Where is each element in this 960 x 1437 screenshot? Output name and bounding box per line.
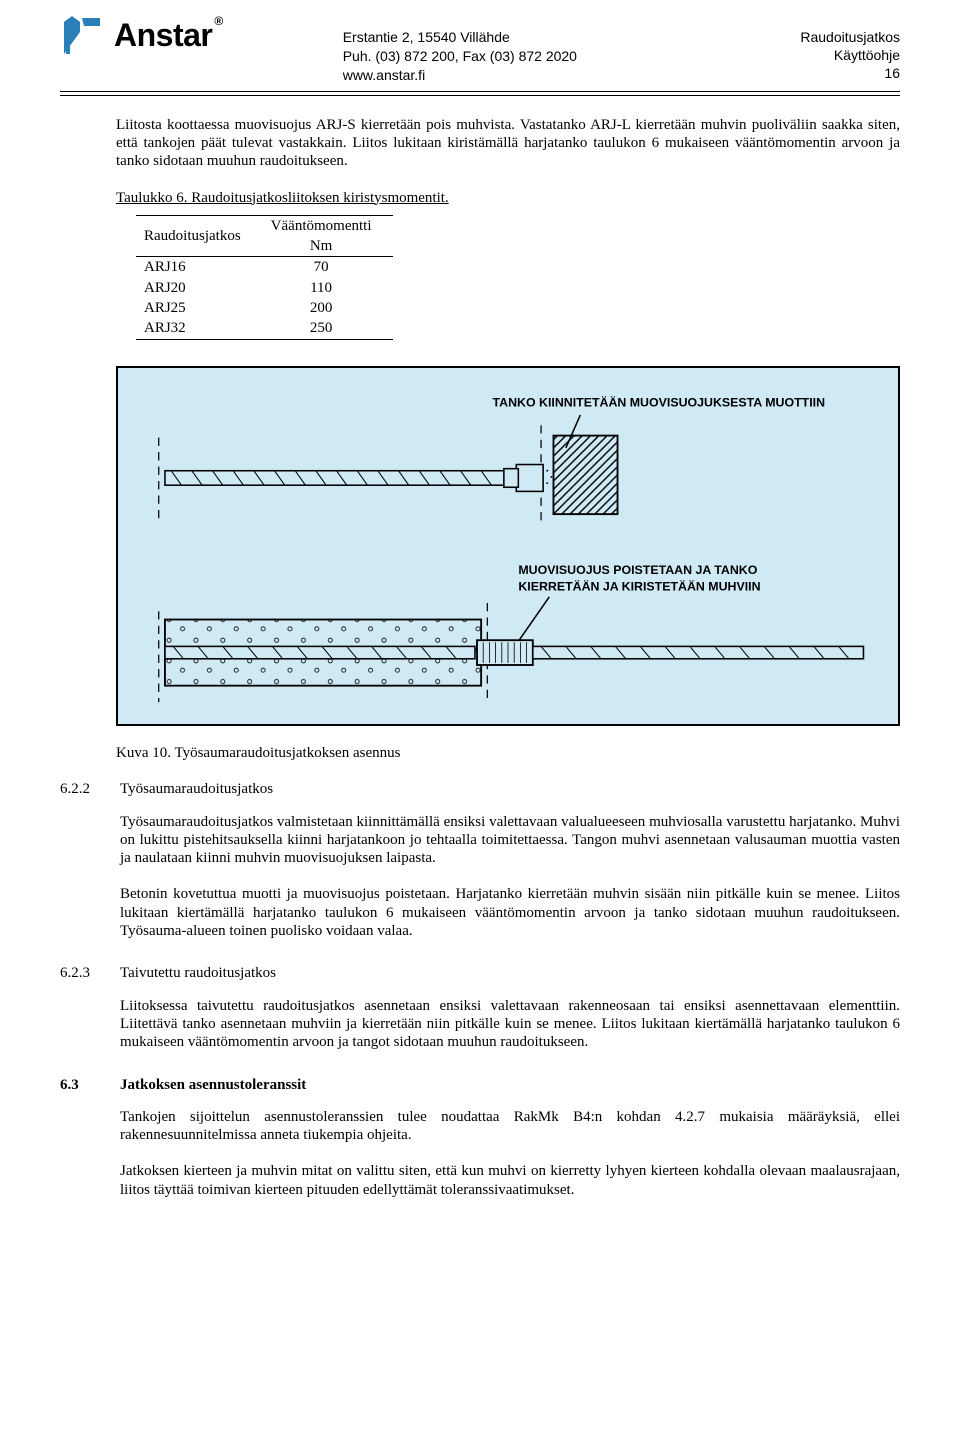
section-title: Taivutettu raudoitusjatkos (120, 964, 900, 982)
cell-value: 110 (263, 278, 394, 298)
page-header: Anstar ® Erstantie 2, 15540 Villähde Puh… (60, 18, 900, 85)
diagram-label-2a: MUOVISUOJUS POISTETAAN JA TANKO (518, 563, 757, 577)
doc-title: Raudoitusjatkos (800, 28, 900, 46)
section-number: 6.3 (60, 1076, 100, 1199)
section-paragraph: Työsaumaraudoitusjatkos valmistetaan kii… (120, 813, 900, 868)
cell-name: ARJ16 (136, 257, 263, 278)
figure-caption: Kuva 10. Työsaumaraudoitusjatkoksen asen… (116, 744, 900, 762)
section-paragraph: Betonin kovetuttua muotti ja muovisuojus… (120, 885, 900, 940)
section-title: Jatkoksen asennustoleranssit (120, 1076, 900, 1094)
doc-meta: Raudoitusjatkos Käyttöohje 16 (800, 28, 900, 83)
cell-value: 200 (263, 298, 394, 318)
diagram-label-2b: KIERRETÄÄN JA KIRISTETÄÄN MUHVIIN (518, 578, 760, 593)
diagram-label-1: TANKO KIINNITETÄÄN MUOVISUOJUKSESTA MUOT… (493, 394, 826, 409)
anstar-logo-icon (60, 14, 104, 58)
header-rule-thick (60, 91, 900, 92)
cell-value: 70 (263, 257, 394, 278)
cell-name: ARJ32 (136, 318, 263, 339)
address-line: Erstantie 2, 15540 Villähde (343, 28, 801, 47)
table-row: ARJ25 200 (136, 298, 393, 318)
installation-diagram: TANKO KIINNITETÄÄN MUOVISUOJUKSESTA MUOT… (136, 386, 880, 706)
section-paragraph: Jatkoksen kierteen ja muhvin mitat on va… (120, 1162, 900, 1199)
header-rule-thin (60, 95, 900, 96)
section-title: Työsaumaraudoitusjatkos (120, 780, 900, 798)
torque-table: Raudoitusjatkos Vääntömomentti Nm ARJ16 … (136, 215, 393, 340)
section-622: 6.2.2 Työsaumaraudoitusjatkos Työsaumara… (60, 780, 900, 958)
logo-block: Anstar ® (60, 14, 223, 58)
cell-value: 250 (263, 318, 394, 339)
table-row: ARJ32 250 (136, 318, 393, 339)
brand-text: Anstar (114, 16, 212, 55)
section-paragraph: Liitoksessa taivutettu raudoitusjatkos a… (120, 997, 900, 1052)
table-row: ARJ16 70 (136, 257, 393, 278)
doc-subtitle: Käyttöohje (800, 46, 900, 64)
diagram-container: TANKO KIINNITETÄÄN MUOVISUOJUKSESTA MUOT… (116, 366, 900, 726)
table-col1-header: Raudoitusjatkos (136, 215, 263, 257)
section-623: 6.2.3 Taivutettu raudoitusjatkos Liitoks… (60, 964, 900, 1069)
company-contact: Erstantie 2, 15540 Villähde Puh. (03) 87… (223, 28, 801, 85)
section-number: 6.2.3 (60, 964, 100, 1069)
brand-name: Anstar ® (114, 16, 223, 55)
registered-icon: ® (214, 14, 222, 29)
cell-name: ARJ20 (136, 278, 263, 298)
table-col2-header-b: Nm (263, 236, 394, 257)
cell-name: ARJ25 (136, 298, 263, 318)
section-paragraph: Tankojen sijoittelun asennustoleranssien… (120, 1108, 900, 1145)
section-number: 6.2.2 (60, 780, 100, 958)
intro-paragraph: Liitosta koottaessa muovisuojus ARJ-S ki… (116, 116, 900, 171)
phone-line: Puh. (03) 872 200, Fax (03) 872 2020 (343, 47, 801, 66)
table-col2-header-a: Vääntömomentti (263, 215, 394, 236)
section-63: 6.3 Jatkoksen asennustoleranssit Tankoje… (60, 1076, 900, 1199)
page-number: 16 (800, 64, 900, 82)
table-row: ARJ20 110 (136, 278, 393, 298)
web-line: www.anstar.fi (343, 66, 801, 85)
table-caption: Taulukko 6. Raudoitusjatkosliitoksen kir… (116, 189, 900, 207)
